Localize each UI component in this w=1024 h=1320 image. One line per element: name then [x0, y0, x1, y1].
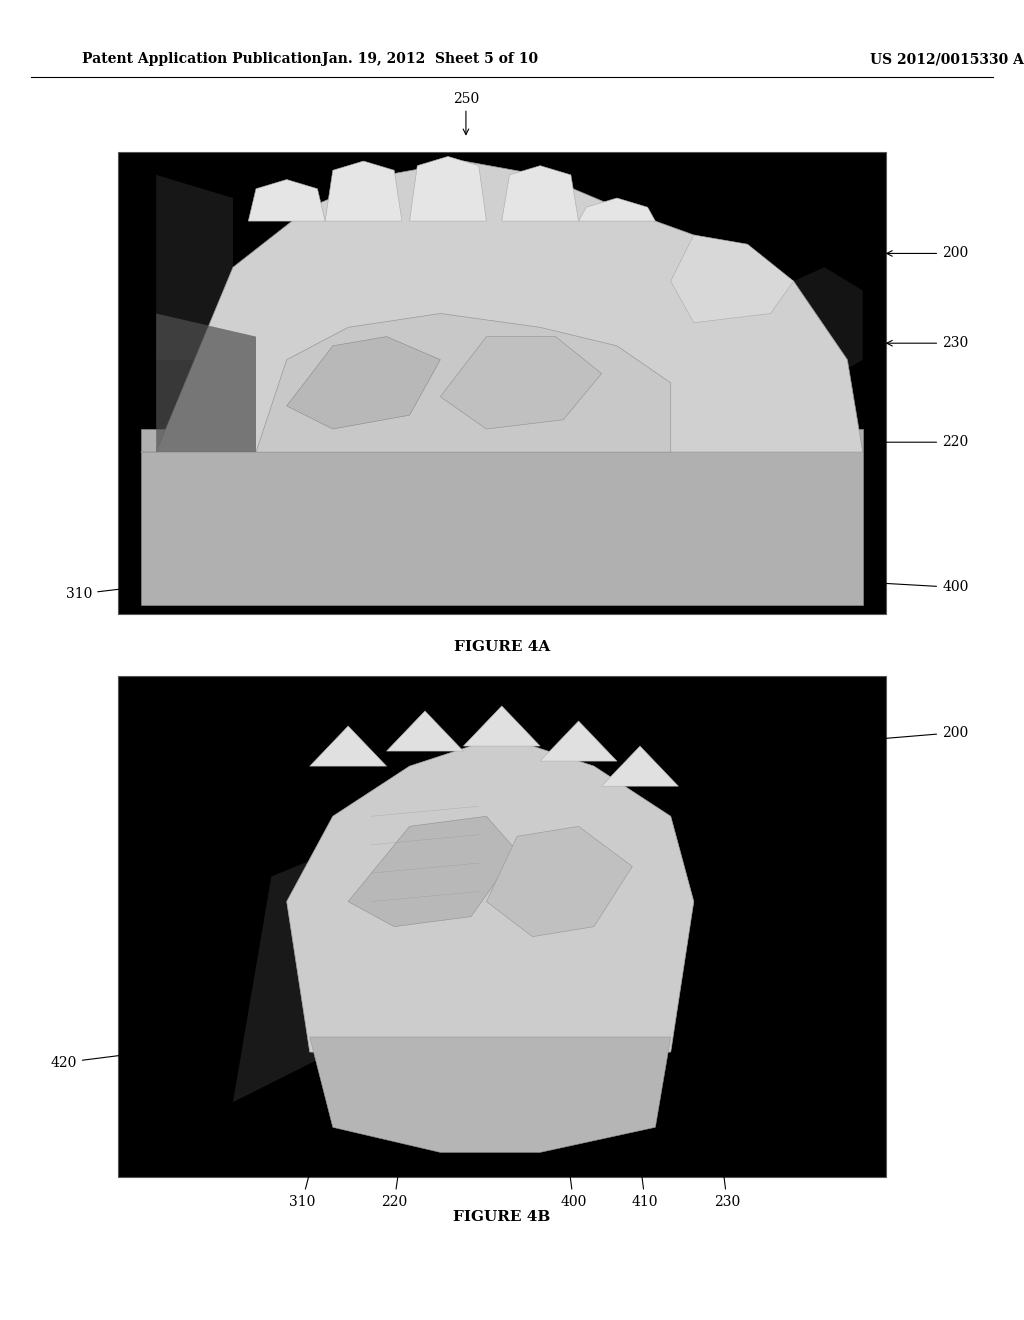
Text: 230: 230	[887, 337, 969, 350]
Text: Patent Application Publication: Patent Application Publication	[82, 53, 322, 66]
Polygon shape	[440, 337, 602, 429]
Polygon shape	[256, 314, 671, 451]
FancyBboxPatch shape	[141, 429, 862, 605]
Polygon shape	[463, 706, 541, 746]
Text: 200: 200	[880, 726, 969, 741]
Text: 220: 220	[381, 888, 441, 1209]
Polygon shape	[157, 176, 232, 359]
Polygon shape	[309, 1038, 671, 1152]
Polygon shape	[348, 816, 517, 927]
Text: 220: 220	[854, 436, 969, 449]
Text: 230: 230	[684, 869, 740, 1209]
FancyBboxPatch shape	[118, 152, 886, 614]
Text: 410: 410	[602, 882, 658, 1209]
Polygon shape	[387, 711, 463, 751]
Text: 400: 400	[531, 888, 587, 1209]
Polygon shape	[309, 726, 386, 766]
Polygon shape	[794, 267, 862, 383]
Text: 420: 420	[50, 1041, 216, 1069]
Polygon shape	[486, 826, 633, 937]
Polygon shape	[326, 161, 401, 220]
Text: US 2012/0015330 A1: US 2012/0015330 A1	[870, 53, 1024, 66]
Text: Jan. 19, 2012  Sheet 5 of 10: Jan. 19, 2012 Sheet 5 of 10	[322, 53, 539, 66]
Text: 200: 200	[887, 247, 969, 260]
Polygon shape	[579, 198, 655, 220]
Polygon shape	[671, 235, 794, 323]
Polygon shape	[502, 165, 579, 220]
Polygon shape	[232, 851, 333, 1102]
Polygon shape	[541, 721, 616, 762]
Polygon shape	[410, 157, 486, 220]
Polygon shape	[287, 337, 440, 429]
FancyBboxPatch shape	[118, 676, 886, 1177]
Polygon shape	[602, 746, 679, 787]
Text: FIGURE 4A: FIGURE 4A	[454, 640, 550, 653]
Polygon shape	[248, 180, 326, 220]
Text: 250: 250	[453, 91, 479, 135]
Polygon shape	[141, 161, 862, 451]
Text: 400: 400	[844, 578, 969, 594]
Text: 310: 310	[289, 875, 389, 1209]
Text: 310: 310	[66, 573, 242, 601]
Polygon shape	[157, 314, 256, 451]
Polygon shape	[287, 737, 694, 1052]
Text: FIGURE 4B: FIGURE 4B	[453, 1210, 551, 1225]
